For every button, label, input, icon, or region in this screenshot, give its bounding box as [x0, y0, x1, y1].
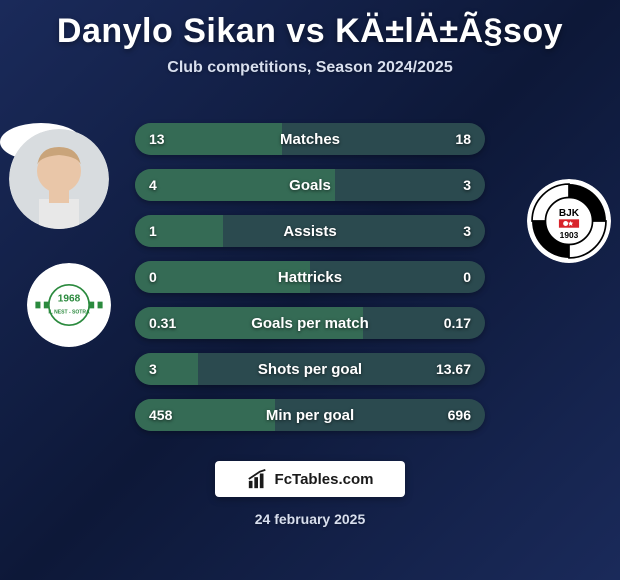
club-left-year: 1968 [58, 294, 81, 305]
stats-container: 13Matches18 4Goals3 1Assists3 0Hattricks0 0.… [135, 123, 485, 445]
stat-label: Min per goal [135, 399, 485, 431]
stat-value-right: 3 [449, 215, 485, 247]
stat-value-right: 3 [449, 169, 485, 201]
club-left-name: IL NEST - SOTRA [48, 309, 90, 315]
person-icon [9, 129, 109, 229]
stat-label: Hattricks [135, 261, 485, 293]
player-left-avatar [9, 129, 109, 229]
club-badge-icon: 1968 IL NEST - SOTRA [27, 263, 111, 347]
page-subtitle: Club competitions, Season 2024/2025 [0, 59, 620, 77]
club-right-year: 1903 [560, 230, 579, 240]
stat-row: 0Hattricks0 [135, 261, 485, 293]
stat-value-right: 18 [441, 123, 485, 155]
footer-date: 24 february 2025 [0, 511, 620, 527]
stat-row: 1Assists3 [135, 215, 485, 247]
comparison-area: 1968 IL NEST - SOTRA BJK 1903 [0, 123, 620, 443]
stat-row: 458Min per goal696 [135, 399, 485, 431]
stat-row: 4Goals3 [135, 169, 485, 201]
stat-value-right: 696 [434, 399, 485, 431]
club-right-badge: BJK 1903 [527, 179, 611, 263]
stat-value-right: 0 [449, 261, 485, 293]
stat-row: 13Matches18 [135, 123, 485, 155]
content-wrapper: Danylo Sikan vs KÄ±lÄ±Ã§soy Club competi… [0, 0, 620, 580]
stat-label: Matches [135, 123, 485, 155]
stat-label: Goals [135, 169, 485, 201]
footer-brand-text: FcTables.com [275, 471, 374, 488]
stat-row: 3Shots per goal13.67 [135, 353, 485, 385]
page-title: Danylo Sikan vs KÄ±lÄ±Ã§soy [0, 12, 620, 51]
stat-value-right: 0.17 [430, 307, 485, 339]
footer-brand: FcTables.com [215, 461, 405, 497]
club-left-badge: 1968 IL NEST - SOTRA [27, 263, 111, 347]
stat-value-right: 13.67 [422, 353, 485, 385]
bjk-badge-icon: BJK 1903 [527, 179, 611, 263]
stat-row: 0.31Goals per match0.17 [135, 307, 485, 339]
club-right-initials: BJK [559, 208, 580, 219]
chart-icon [247, 468, 269, 490]
stat-label: Assists [135, 215, 485, 247]
